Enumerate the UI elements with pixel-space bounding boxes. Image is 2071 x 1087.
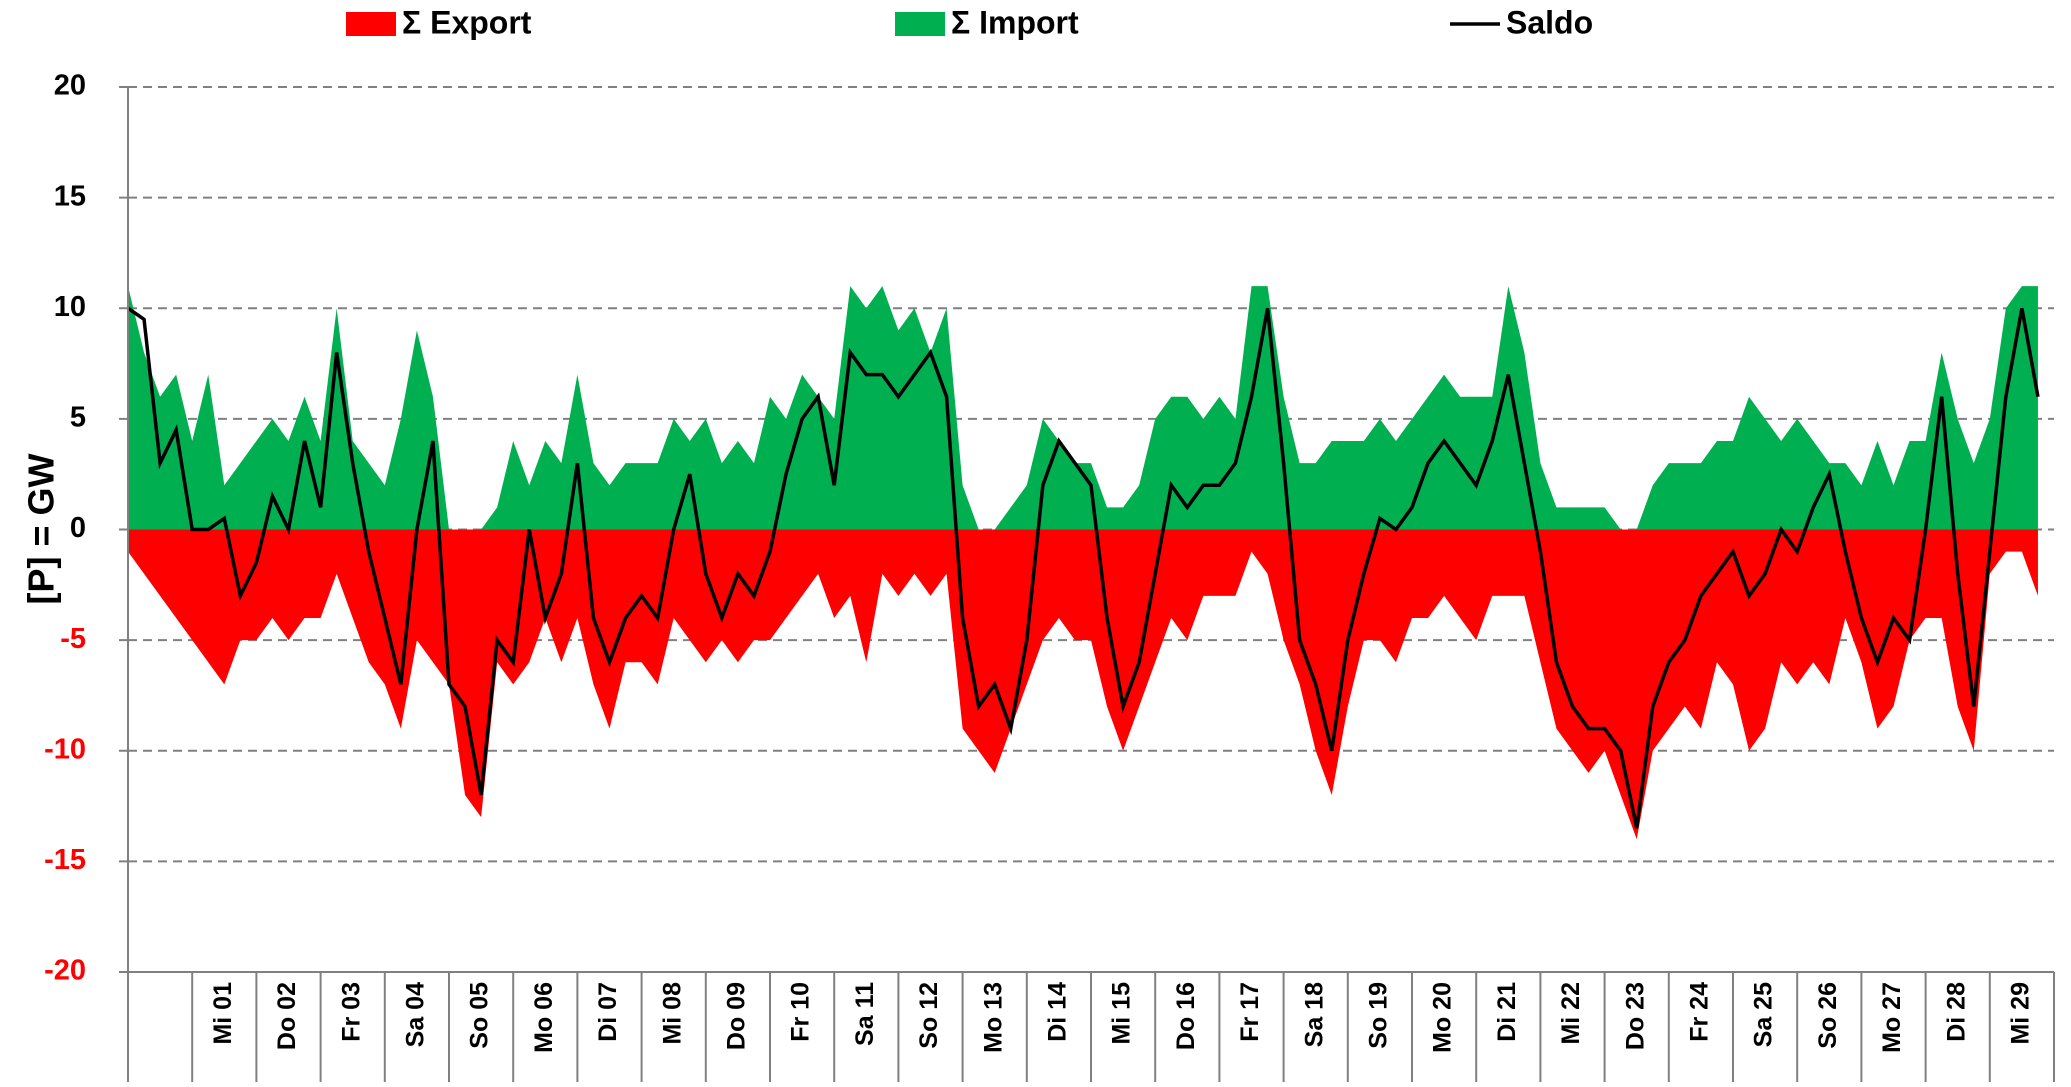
x-tick-label: Sa 18	[1300, 982, 1328, 1047]
y-tick-label: -15	[44, 844, 86, 876]
x-tick-label: Fr 24	[1686, 982, 1714, 1042]
legend-label: Saldo	[1506, 4, 1593, 40]
x-tick-label: Sa 11	[851, 982, 879, 1046]
x-tick-label: Mo 20	[1429, 982, 1457, 1053]
y-tick-label: 5	[70, 402, 86, 434]
y-tick-label: 15	[54, 180, 86, 212]
x-tick-label: Di 07	[594, 982, 622, 1042]
x-tick-label: Mi 22	[1557, 982, 1585, 1045]
area	[128, 286, 2038, 529]
x-tick-label: So 19	[1365, 982, 1393, 1049]
x-tick-label: Mi 08	[658, 982, 686, 1045]
x-tick-label: Do 09	[723, 982, 751, 1050]
y-tick-label: 10	[54, 291, 86, 323]
x-tick-label: Mo 13	[979, 982, 1007, 1053]
x-tick-label: Do 16	[1172, 982, 1200, 1050]
x-tick-label: Do 02	[273, 982, 301, 1050]
x-tick-label: Mo 27	[1878, 982, 1906, 1053]
x-tick-label: So 12	[915, 982, 943, 1049]
x-tick-label: Mo 06	[530, 982, 558, 1053]
y-axis-label: [P] = GW	[21, 453, 62, 604]
x-tick-label: Di 21	[1493, 982, 1521, 1042]
x-tick-label: Mi 01	[209, 982, 237, 1045]
legend-swatch	[895, 12, 945, 36]
x-tick-label: Mi 29	[2007, 982, 2035, 1045]
x-tick-label: Di 28	[1942, 982, 1970, 1042]
x-tick-label: So 26	[1814, 982, 1842, 1049]
legend-swatch	[346, 12, 396, 36]
x-tick-label: Di 14	[1044, 982, 1072, 1042]
x-tick-label: Sa 04	[402, 982, 430, 1047]
x-tick-label: Fr 17	[1236, 982, 1264, 1042]
legend-label: Σ Import	[951, 4, 1079, 40]
x-tick-label: Fr 10	[787, 982, 815, 1042]
x-tick-label: Fr 03	[337, 982, 365, 1042]
x-tick-label: Do 23	[1621, 982, 1649, 1050]
legend-label: Σ Export	[402, 4, 532, 40]
x-tick-label: So 05	[466, 982, 494, 1049]
x-tick-label: Sa 25	[1750, 982, 1778, 1047]
x-tick-label: Mi 15	[1108, 982, 1136, 1045]
y-tick-label: -20	[44, 955, 86, 987]
y-tick-label: 20	[54, 70, 86, 102]
area	[128, 530, 2038, 840]
y-tick-label: -5	[60, 623, 86, 655]
y-tick-label: -10	[44, 733, 86, 765]
y-tick-label: 0	[70, 512, 86, 544]
